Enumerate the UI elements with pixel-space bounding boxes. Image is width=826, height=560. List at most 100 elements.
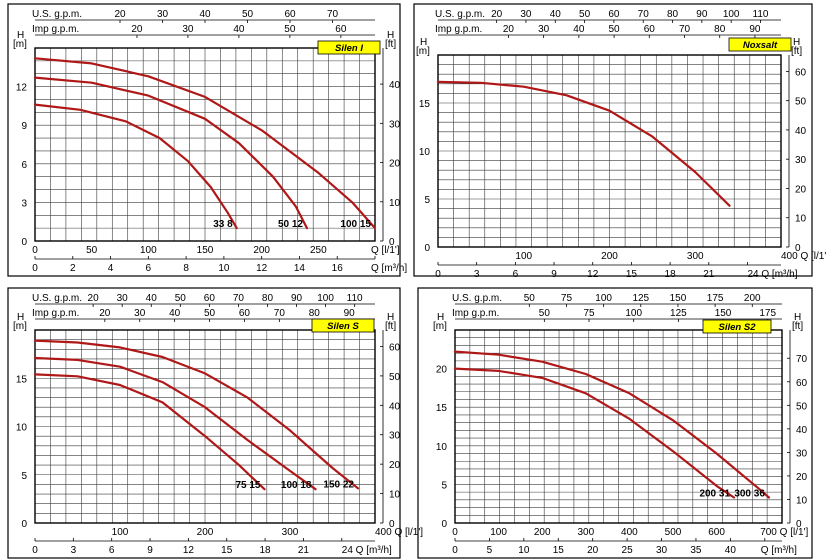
y-tick-label: 10: [419, 147, 431, 158]
x2-tick-label: 9: [147, 545, 153, 556]
imp-gpm-tick-label: 20: [99, 308, 111, 319]
curve-label: 75 15: [235, 480, 260, 491]
imp-gpm-tick-label: 60: [644, 24, 656, 35]
y2-tick-label: 30: [795, 155, 807, 166]
imp-gpm-axis-label: Imp g.p.m.: [435, 24, 482, 35]
x2-tick-label: 18: [260, 545, 272, 556]
us-gpm-tick-label: 60: [608, 9, 620, 20]
x2-tick-label: 0: [435, 269, 441, 280]
x-tick-label: 150: [197, 245, 214, 256]
y2-tick-label: 50: [389, 372, 401, 383]
imp-gpm-tick-label: 30: [134, 308, 146, 319]
us-gpm-tick-label: 150: [670, 293, 687, 304]
plot-area-border: [437, 54, 782, 248]
imp-gpm-tick-label: 40: [573, 24, 585, 35]
imp-gpm-tick-label: 60: [239, 308, 251, 319]
x2-tick-label: 20: [587, 545, 599, 556]
plot-area-border: [454, 329, 783, 524]
y-axis-unit: [m]: [433, 321, 447, 332]
y-axis-symbol: H: [437, 312, 444, 323]
imp-gpm-axis-label: Imp g.p.m.: [32, 24, 79, 35]
us-gpm-tick-label: 50: [524, 293, 536, 304]
us-gpm-tick-label: 80: [262, 293, 274, 304]
x-tick-label: 400 Q [l/1']: [781, 251, 826, 262]
y2-tick-label: 50: [796, 401, 808, 412]
us-gpm-tick-label: 30: [117, 293, 129, 304]
panel-frame: [7, 287, 401, 559]
us-gpm-tick-label: 110: [347, 293, 363, 304]
us-gpm-tick-label: 175: [707, 293, 724, 304]
us-gpm-tick-label: 100: [595, 293, 612, 304]
x-tick-label: 200: [197, 527, 214, 538]
y2-tick-label: 20: [389, 460, 401, 471]
y-tick-label: 5: [424, 195, 430, 206]
x-tick-label: Q [l/1']: [371, 245, 400, 256]
us-gpm-tick-label: 75: [561, 293, 573, 304]
x-tick-label: 100: [490, 527, 507, 538]
y-tick-label: 5: [21, 471, 27, 482]
imp-gpm-tick-label: 20: [131, 24, 143, 35]
imp-gpm-tick-label: 70: [679, 24, 691, 35]
imp-gpm-tick-label: 20: [503, 24, 515, 35]
x-tick-label: 0: [32, 245, 38, 256]
imp-gpm-tick-label: 100: [625, 308, 642, 319]
us-gpm-tick-label: 20: [114, 9, 126, 20]
y-tick-label: 0: [21, 519, 27, 530]
imp-gpm-tick-label: 150: [715, 308, 732, 319]
x2-tick-label: 16: [332, 263, 344, 274]
imp-gpm-tick-label: 80: [714, 24, 726, 35]
y2-tick-label: 60: [795, 67, 807, 78]
pump-curve-33-8: [33, 103, 238, 230]
y2-tick-label: 30: [796, 448, 808, 459]
x2-tick-label: 12: [256, 263, 268, 274]
x-tick-label: 100: [112, 527, 129, 538]
us-gpm-tick-label: 70: [233, 293, 245, 304]
x-tick-label: 300: [577, 527, 594, 538]
us-gpm-tick-label: 70: [327, 9, 339, 20]
panel-frame: [417, 287, 813, 559]
y-axis-unit: [m]: [13, 321, 27, 332]
x2-tick-label: 14: [294, 263, 306, 274]
us-gpm-tick-label: 50: [579, 9, 591, 20]
y2-axis-unit: [ft]: [385, 39, 396, 50]
us-gpm-tick-label: 30: [157, 9, 169, 20]
y-tick-label: 12: [16, 83, 28, 94]
curve-label: 300 36: [734, 489, 765, 500]
x2-tick-label: 30: [656, 545, 668, 556]
x2-tick-label: 12: [587, 269, 599, 280]
y-axis-symbol: H: [420, 37, 427, 48]
x2-tick-label: 15: [626, 269, 638, 280]
x2-tick-label: 35: [690, 545, 702, 556]
y-tick-label: 15: [16, 374, 28, 385]
x-tick-label: 600: [708, 527, 725, 538]
us-gpm-tick-label: 60: [284, 9, 296, 20]
us-gpm-tick-label: 100: [723, 9, 740, 20]
y2-tick-label: 0: [795, 243, 801, 254]
curve-label: 100 15: [340, 219, 371, 230]
y2-tick-label: 40: [389, 401, 401, 412]
imp-gpm-tick-label: 80: [309, 308, 321, 319]
us-gpm-tick-label: 30: [520, 9, 532, 20]
panel-frame: [7, 3, 401, 277]
us-gpm-tick-label: 70: [638, 9, 650, 20]
y-axis-unit: [m]: [13, 39, 27, 50]
chart-panel-4: U.S. g.p.m.Imp g.p.m.50 75 100 125 150 175 200…: [417, 287, 813, 559]
curve-label: 150 22: [323, 479, 354, 490]
chart-panel-2: U.S. g.p.m.Imp g.p.m.20 30 40 50 60 70 80 90 100…: [413, 3, 826, 280]
model-badge: [317, 40, 381, 55]
y2-axis-unit: [ft]: [385, 321, 396, 332]
imp-gpm-tick-label: 50: [204, 308, 216, 319]
y2-tick-label: 60: [389, 342, 401, 353]
imp-gpm-tick-label: 70: [274, 308, 286, 319]
y-tick-label: 0: [21, 237, 27, 248]
y2-tick-label: 10: [389, 490, 401, 501]
x2-tick-label: 0: [32, 545, 38, 556]
imp-gpm-axis-label: Imp g.p.m.: [452, 308, 499, 319]
model-badge: [311, 318, 375, 333]
model-badge: [728, 37, 792, 52]
us-gpm-tick-label: 110: [753, 9, 769, 20]
us-gpm-tick-label: 20: [88, 293, 100, 304]
x2-tick-label: 5: [487, 545, 493, 556]
pump-curve-noxsalt: [436, 80, 731, 207]
